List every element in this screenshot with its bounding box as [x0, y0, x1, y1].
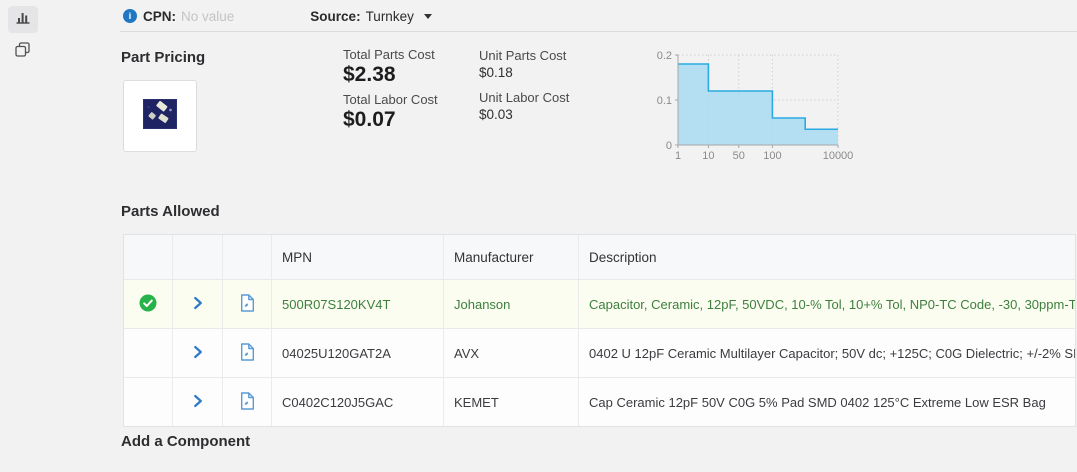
datasheet-button[interactable] [223, 280, 272, 328]
parts-table: MPN Manufacturer Description [123, 234, 1076, 427]
svg-text:0.1: 0.1 [657, 95, 672, 107]
cpn-label: CPN: [143, 8, 176, 24]
unit-labor-cost-value: $0.03 [479, 107, 513, 122]
copy-button[interactable] [13, 41, 31, 63]
check-circle-icon [139, 294, 157, 315]
header-cell-datasheet [223, 235, 272, 279]
manufacturer-cell: KEMET [444, 378, 579, 426]
table-row: 500R07S120KV4T Johanson Capacitor, Ceram… [124, 280, 1075, 329]
manufacturer-cell: Johanson [444, 280, 579, 328]
unit-parts-cost-label: Unit Parts Cost [479, 48, 567, 63]
header: i CPN: No value Source: Turnkey [123, 6, 432, 26]
mpn-cell: C0402C120J5GAC [272, 378, 444, 426]
source-label: Source: [310, 8, 361, 24]
svg-text:0: 0 [666, 140, 672, 152]
expand-row-button[interactable] [173, 280, 223, 328]
total-parts-cost-value: $2.38 [343, 63, 396, 86]
caret-down-icon [423, 13, 432, 19]
expand-row-button[interactable] [173, 329, 223, 377]
manufacturer-cell: AVX [444, 329, 579, 377]
selected-status-cell[interactable] [124, 280, 173, 328]
header-cell-description: Description [589, 249, 657, 265]
datasheet-button[interactable] [223, 329, 272, 377]
price-break-chart: 1 10 50 100 10000 0 0.1 0.2 [638, 44, 878, 168]
selected-status-cell[interactable] [124, 378, 173, 426]
cpn-value: No value [181, 8, 235, 24]
table-header-row: MPN Manufacturer Description [124, 235, 1075, 280]
svg-text:1: 1 [675, 150, 681, 162]
header-cell-manufacturer: Manufacturer [444, 235, 579, 279]
description-cell: Capacitor, Ceramic, 12pF, 50VDC, 10-% To… [589, 296, 1075, 312]
selected-status-cell[interactable] [124, 329, 173, 377]
add-component-title: Add a Component [121, 433, 251, 450]
mpn-cell: 04025U120GAT2A [272, 329, 444, 377]
table-row: 04025U120GAT2A AVX 0402 U 12pF Ceramic M… [124, 329, 1075, 378]
chart-view-button[interactable] [8, 6, 38, 33]
chevron-right-icon [193, 296, 203, 313]
unit-labor-cost-label: Unit Labor Cost [479, 90, 570, 105]
copy-icon [14, 41, 31, 63]
pdf-file-icon [240, 342, 255, 364]
unit-parts-cost-value: $0.18 [479, 65, 513, 80]
mpn-cell: 500R07S120KV4T [272, 280, 444, 328]
svg-text:10000: 10000 [823, 150, 854, 162]
svg-text:50: 50 [733, 150, 745, 162]
source-dropdown[interactable]: Source: Turnkey [310, 9, 432, 24]
header-cell-mpn: MPN [272, 235, 444, 279]
info-icon[interactable]: i [123, 9, 137, 23]
cpn-group: i CPN: No value [123, 9, 234, 24]
pdf-file-icon [240, 293, 255, 315]
header-divider [120, 31, 1077, 32]
unit-costs: Unit Parts Cost $0.18 Unit Labor Cost $0… [479, 47, 569, 131]
header-cell-expand [173, 235, 223, 279]
total-parts-cost-label: Total Parts Cost [343, 47, 435, 62]
description-cell: 0402 U 12pF Ceramic Multilayer Capacitor… [589, 345, 1075, 361]
total-labor-cost-value: $0.07 [343, 108, 396, 131]
chevron-right-icon [193, 345, 203, 362]
parts-allowed-title: Parts Allowed [121, 203, 220, 220]
table-row: C0402C120J5GAC KEMET Cap Ceramic 12pF 50… [124, 378, 1075, 426]
part-pricing-title: Part Pricing [121, 49, 206, 66]
source-value: Turnkey [365, 8, 414, 24]
expand-row-button[interactable] [173, 378, 223, 426]
total-costs: Total Parts Cost $2.38 Total Labor Cost … [343, 46, 438, 136]
header-cell-status [124, 235, 173, 279]
svg-text:100: 100 [763, 150, 781, 162]
datasheet-button[interactable] [223, 378, 272, 426]
part-thumbnail[interactable] [123, 80, 197, 152]
svg-text:0.2: 0.2 [657, 50, 672, 62]
pdf-file-icon [240, 391, 255, 413]
bar-chart-icon [15, 10, 31, 29]
chevron-right-icon [193, 394, 203, 411]
description-cell: Cap Ceramic 12pF 50V C0G 5% Pad SMD 0402… [589, 394, 1046, 410]
total-labor-cost-label: Total Labor Cost [343, 92, 438, 107]
svg-text:10: 10 [702, 150, 714, 162]
capacitor-photo-image [142, 97, 178, 134]
